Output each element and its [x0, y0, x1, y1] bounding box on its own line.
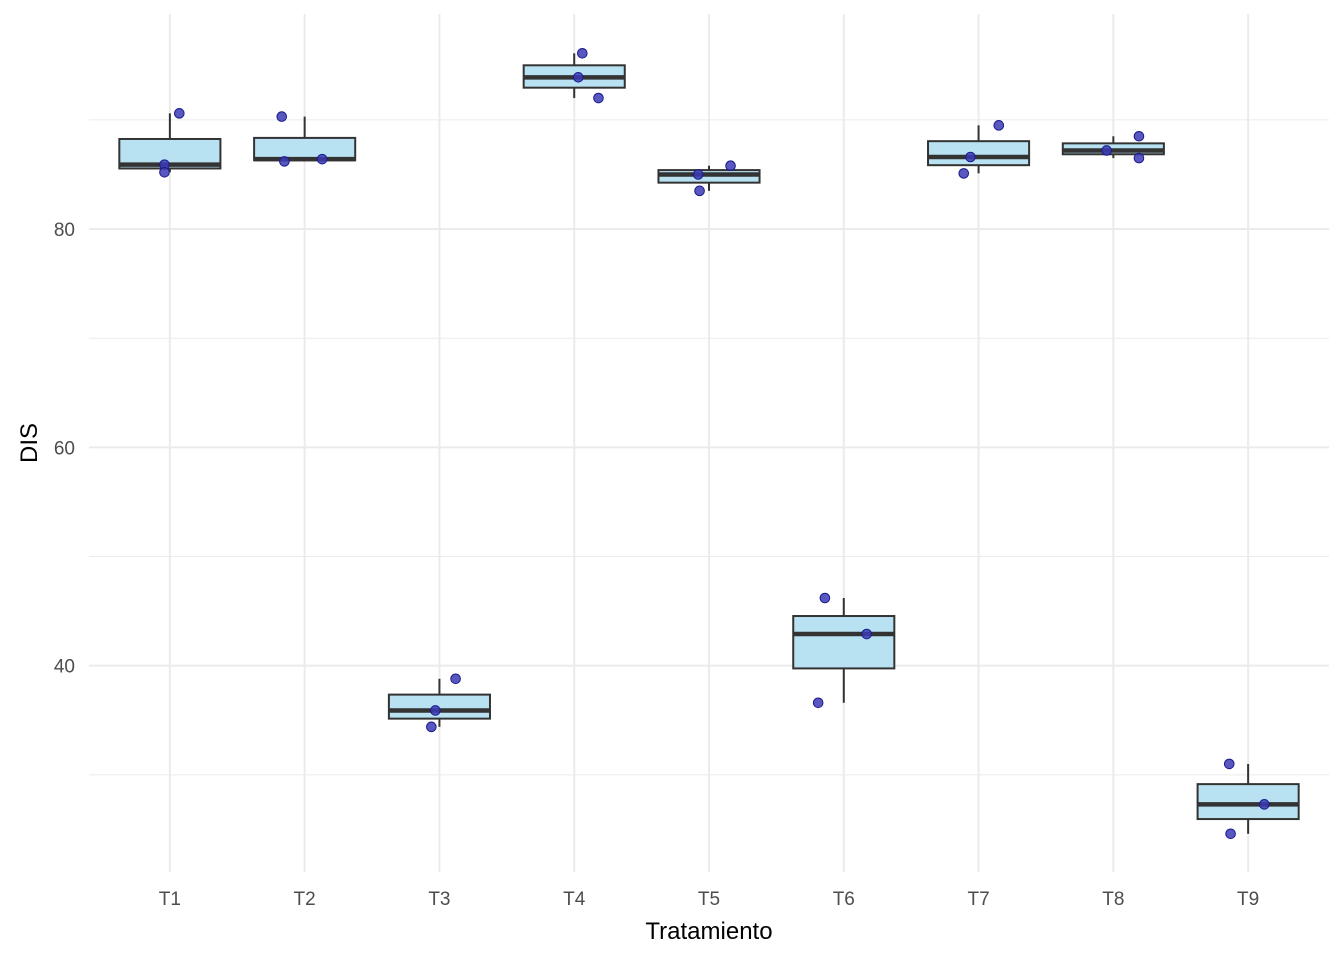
data-point — [692, 169, 704, 180]
box-T2 — [253, 116, 357, 162]
data-point — [1133, 130, 1145, 142]
data-point — [1133, 152, 1145, 164]
x-tick-label: T9 — [1237, 889, 1259, 910]
box-T8 — [1061, 136, 1165, 159]
grid-lines — [89, 14, 1329, 872]
box-iqr — [927, 140, 1031, 167]
box-T9 — [1196, 763, 1300, 834]
box-T5 — [657, 165, 761, 191]
data-point — [819, 592, 831, 604]
y-axis-title: DIS — [16, 423, 43, 463]
data-point — [958, 168, 970, 179]
y-axis-ticks: 40 60 80 — [54, 220, 75, 678]
x-tick-label: T8 — [1102, 889, 1124, 910]
box-iqr — [1196, 783, 1300, 821]
data-points — [159, 47, 1270, 840]
y-tick-label: 80 — [54, 220, 75, 241]
data-point — [593, 92, 604, 104]
box-T6 — [792, 598, 896, 703]
box-iqr — [792, 615, 896, 670]
box-iqr — [253, 136, 357, 162]
data-point — [1223, 758, 1235, 770]
data-point — [316, 153, 328, 165]
data-point — [426, 721, 437, 733]
y-tick-label: 60 — [54, 438, 75, 459]
data-point — [572, 72, 584, 83]
x-axis-title: Tratamiento — [645, 918, 772, 945]
data-point — [965, 151, 976, 163]
data-point — [276, 111, 288, 122]
x-tick-label: T5 — [698, 889, 720, 910]
box-iqr — [387, 693, 491, 720]
data-point — [159, 166, 170, 178]
data-point — [694, 185, 705, 197]
data-point — [725, 160, 736, 172]
data-point — [993, 120, 1005, 131]
data-point — [1225, 828, 1236, 840]
data-point — [1259, 799, 1270, 810]
x-axis-ticks: T1 T2 T3 T4 T5 T6 T7 T8 T9 — [159, 889, 1259, 910]
x-tick-label: T2 — [294, 889, 316, 910]
data-point — [430, 705, 441, 716]
data-point — [174, 108, 185, 119]
x-tick-label: T1 — [159, 889, 181, 910]
data-point — [861, 628, 872, 640]
x-tick-label: T7 — [967, 889, 989, 910]
x-tick-label: T6 — [833, 889, 855, 910]
box-T1 — [118, 113, 222, 173]
box-T3 — [387, 678, 491, 727]
data-point — [279, 156, 290, 167]
data-point — [450, 673, 461, 685]
data-point — [1101, 145, 1112, 156]
y-tick-label: 40 — [54, 657, 75, 678]
box-T7 — [927, 125, 1031, 174]
data-point — [577, 47, 588, 59]
x-tick-label: T3 — [428, 889, 450, 910]
data-point — [812, 697, 824, 709]
x-tick-label: T4 — [563, 889, 586, 910]
